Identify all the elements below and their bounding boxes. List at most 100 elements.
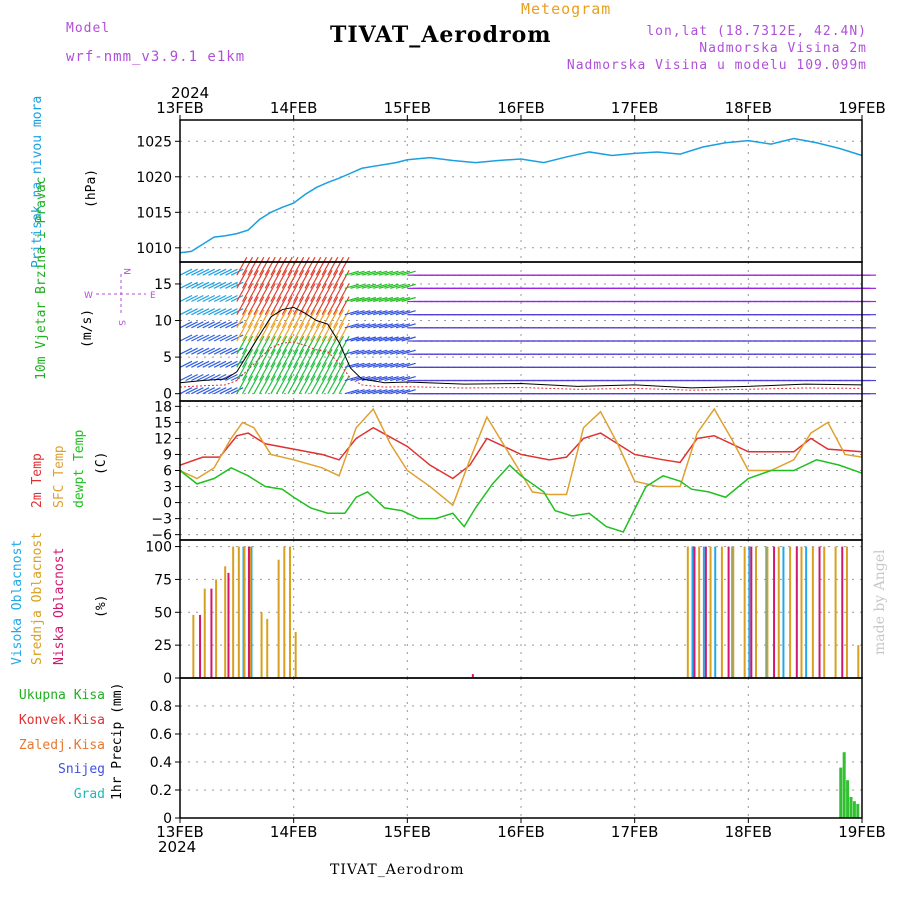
wind-barb bbox=[344, 283, 359, 289]
cloud-low-bar bbox=[210, 588, 213, 678]
wind-barb bbox=[327, 335, 339, 355]
wind-barb bbox=[310, 270, 322, 289]
wind-barb bbox=[310, 362, 322, 381]
wind-barb bbox=[378, 375, 394, 382]
wind-barb bbox=[236, 322, 248, 342]
pressure-line bbox=[179, 137, 863, 254]
wind-barb bbox=[253, 296, 265, 315]
legend-grad: Grad bbox=[73, 787, 105, 802]
wind-barb bbox=[230, 281, 244, 289]
wind-barb bbox=[191, 373, 204, 382]
cloud-mid-bar bbox=[249, 546, 252, 678]
wind-barb bbox=[247, 296, 259, 315]
wind-barb bbox=[225, 308, 238, 316]
wind-barb bbox=[298, 256, 310, 276]
wind-barb bbox=[293, 309, 305, 329]
wind-barb bbox=[281, 322, 293, 342]
wind-barb bbox=[253, 270, 265, 289]
wind-barb bbox=[361, 336, 377, 342]
wind-barb bbox=[338, 335, 350, 355]
wind-barb bbox=[276, 362, 288, 381]
wind-barb bbox=[179, 387, 193, 395]
precip-bar bbox=[846, 780, 850, 818]
x-tick-label-top: 15FEB bbox=[384, 99, 431, 117]
wind-barb bbox=[202, 347, 216, 355]
wind-barb bbox=[293, 349, 305, 368]
wind-barb bbox=[179, 347, 193, 355]
wind-barb bbox=[241, 283, 254, 302]
wind-barb bbox=[259, 322, 271, 342]
wind-barb bbox=[213, 360, 227, 368]
wind-barb bbox=[378, 296, 394, 303]
wind-barb bbox=[208, 268, 221, 276]
cloud-mid-bar bbox=[294, 632, 297, 678]
wind-barb bbox=[378, 349, 394, 355]
wind-barb bbox=[236, 283, 248, 302]
wind-barb bbox=[225, 334, 238, 342]
wind-barb bbox=[338, 256, 350, 276]
wind-barb bbox=[401, 362, 416, 368]
precip-bar bbox=[842, 752, 846, 818]
wind-barb bbox=[373, 270, 388, 276]
cloud-mid-bar bbox=[800, 546, 803, 678]
wind-barb bbox=[361, 349, 377, 355]
y-tick-label: 0.8 bbox=[150, 699, 172, 715]
wind-barb bbox=[230, 334, 244, 342]
wind-barb bbox=[276, 270, 288, 289]
wind-barb bbox=[390, 283, 405, 289]
x-tick-label-bottom: 19FEB bbox=[838, 823, 885, 841]
wind-barb bbox=[259, 256, 271, 276]
wind-barb bbox=[315, 296, 327, 315]
wind-barb bbox=[179, 294, 193, 303]
wind-barb bbox=[327, 375, 339, 394]
wind-barb bbox=[384, 375, 399, 382]
cloud-low-bar bbox=[704, 546, 707, 678]
wind-barb bbox=[356, 375, 371, 382]
wind-barb bbox=[196, 334, 210, 342]
wind-barb bbox=[395, 323, 411, 329]
wind-barb bbox=[304, 296, 316, 315]
wind-barb bbox=[281, 283, 293, 302]
wind-barb bbox=[395, 362, 411, 368]
wind-barb bbox=[367, 362, 382, 368]
wind-barb bbox=[264, 362, 276, 381]
wind-barb bbox=[315, 375, 327, 394]
y-tick-label: 0 bbox=[163, 811, 172, 827]
cloud-mid-bar bbox=[823, 546, 826, 678]
wind-barb bbox=[304, 362, 316, 381]
wind-barb bbox=[373, 389, 388, 395]
wind-barb bbox=[332, 296, 344, 315]
wind-barb bbox=[350, 362, 365, 368]
wind-barb bbox=[384, 362, 399, 368]
wind-barb bbox=[259, 296, 271, 315]
wind-barb bbox=[179, 308, 193, 316]
panel-frame bbox=[179, 677, 863, 819]
wind-barb bbox=[395, 389, 411, 395]
wind-barb bbox=[390, 310, 405, 316]
wind-barb bbox=[253, 335, 265, 355]
wind-barb bbox=[350, 336, 365, 342]
wind-barb bbox=[384, 310, 399, 316]
wind-barb bbox=[344, 336, 359, 342]
wind-barb bbox=[208, 321, 221, 329]
cloud-low-bar bbox=[841, 546, 844, 678]
y-tick-label: 25 bbox=[154, 638, 172, 654]
wind-barb bbox=[367, 270, 382, 276]
wind-barb bbox=[225, 321, 238, 329]
wind-barb bbox=[179, 360, 193, 368]
meteogram-title: Meteogram bbox=[521, 0, 612, 18]
wind-barb bbox=[259, 349, 271, 368]
y-tick-label: 0 bbox=[163, 496, 172, 512]
wind-barb bbox=[298, 375, 310, 394]
panel-frame bbox=[179, 539, 863, 679]
compass-west: W bbox=[84, 291, 93, 301]
model-label: Model bbox=[66, 21, 111, 36]
wind-barb bbox=[213, 334, 227, 342]
wind-barb bbox=[253, 362, 265, 381]
model-value: wrf-nmm_v3.9.1 e1km bbox=[66, 49, 246, 65]
wind-barb bbox=[401, 389, 416, 395]
wind-barb bbox=[185, 373, 198, 382]
y-tick-label: 0.4 bbox=[150, 755, 172, 771]
cloud-mid-bar bbox=[215, 579, 218, 678]
wind-barb bbox=[276, 283, 288, 302]
